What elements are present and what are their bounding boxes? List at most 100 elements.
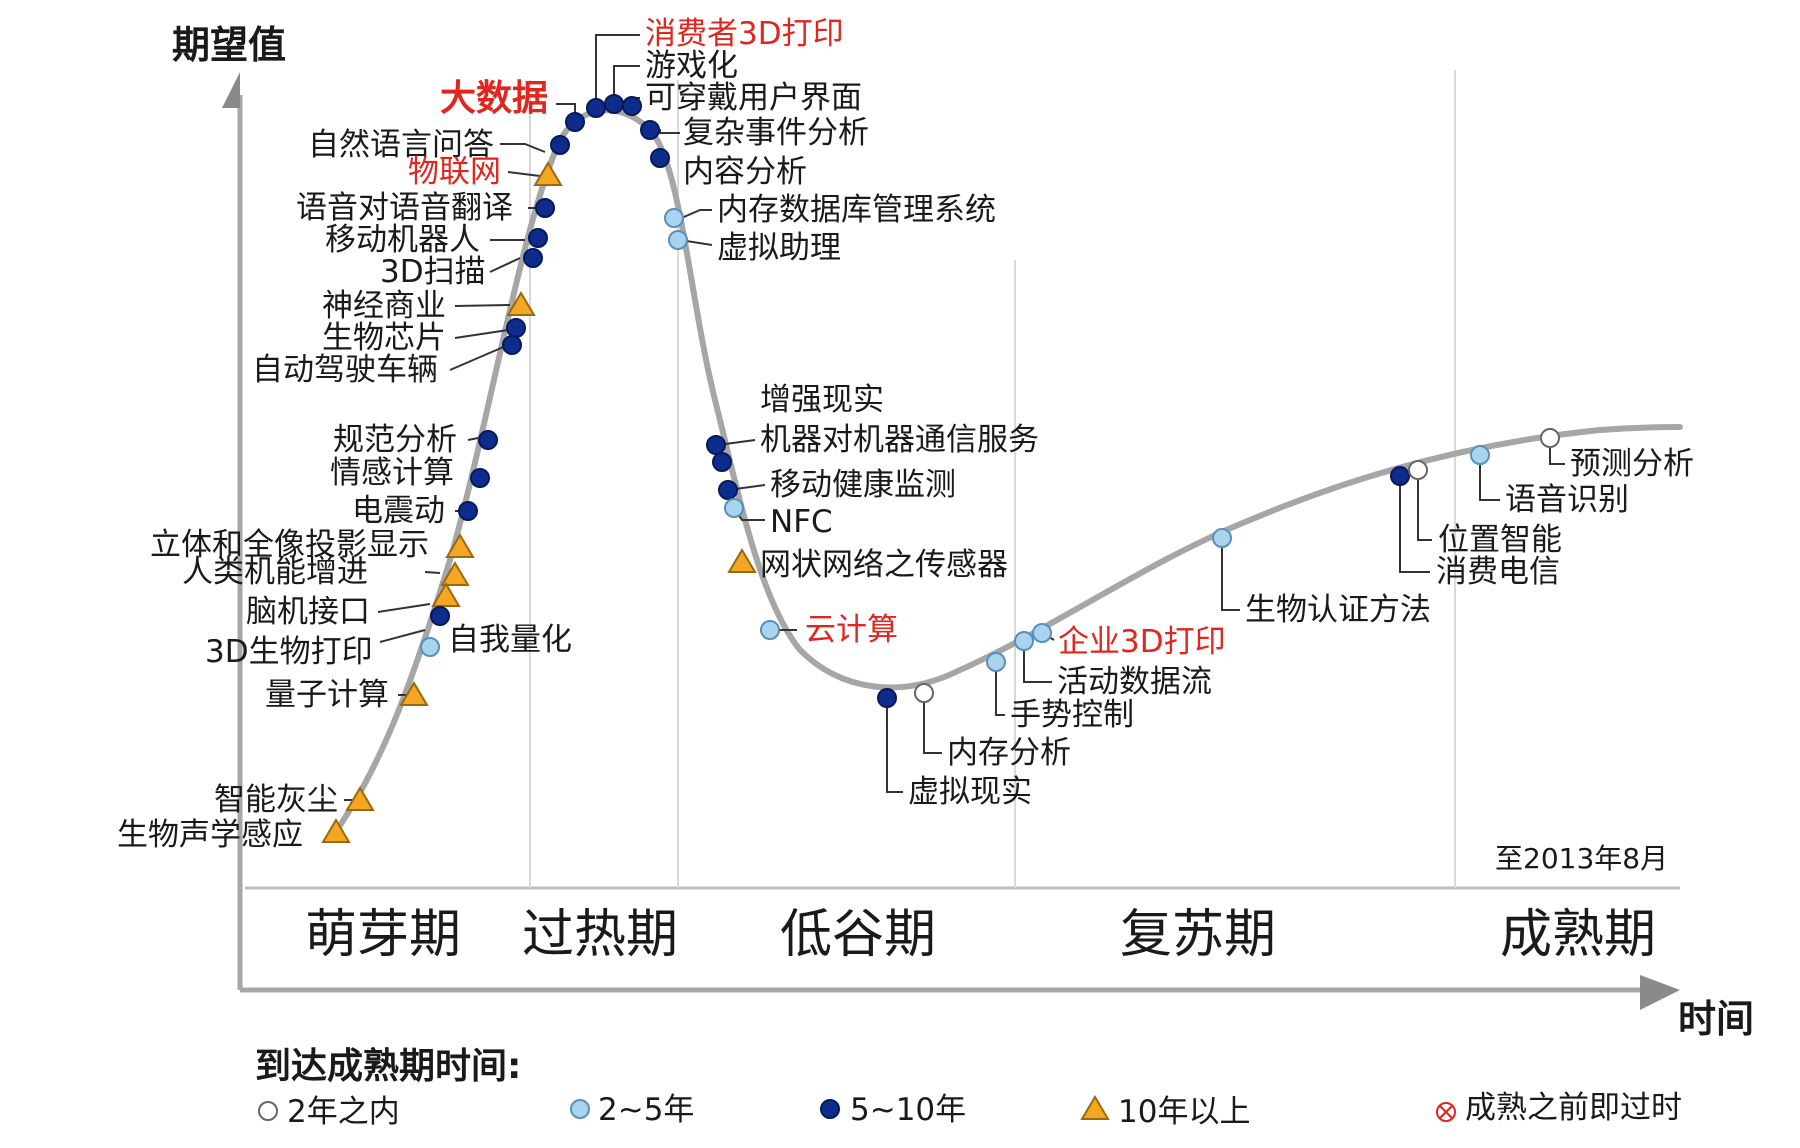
- phase-label-slope: 复苏期: [1120, 905, 1276, 965]
- tech-marker-23: [420, 637, 440, 657]
- legend-markers: [258, 1095, 1456, 1122]
- tech-label-neurobusiness: 神经商业: [322, 288, 446, 324]
- tech-label-smart-dust: 智能灰尘: [214, 782, 338, 818]
- leader-3d-bioprint: [379, 629, 426, 643]
- legend-marker-lt2: [258, 1101, 278, 1121]
- tech-marker-6: [668, 230, 688, 250]
- legend: 到达成熟期时间: 2年之内 2~5年 5~10年 10年以上 成熟之前即过时: [255, 1046, 1682, 1130]
- leader-bci: [377, 603, 431, 613]
- tech-marker-38: [1212, 528, 1232, 548]
- tech-label-content-analytics: 内容分析: [683, 154, 807, 190]
- tech-marker-8: [550, 135, 570, 155]
- legend-title: 到达成熟期时间:: [255, 1046, 521, 1087]
- tech-marker-35: [986, 652, 1006, 672]
- tech-marker-18: [458, 501, 478, 521]
- legend-marker-2to5: [570, 1099, 590, 1119]
- legend-label-gt10: 10年以上: [1118, 1094, 1250, 1130]
- tech-label-galvanic: 电震动: [352, 493, 445, 529]
- tech-label-biochips: 生物芯片: [322, 320, 446, 356]
- leader-consumer-3d-printing: [595, 34, 640, 108]
- leader-autonomous: [449, 344, 509, 371]
- tech-label-mesh-sensors: 网状网络之传感器: [760, 547, 1008, 583]
- as-of-date: 至2013年8月: [1495, 842, 1668, 875]
- tech-label-mobile-robots: 移动机器人: [325, 222, 480, 258]
- tech-label-bci: 脑机接口: [246, 594, 370, 630]
- technology-labels: 消费者3D打印 游戏化 可穿戴用户界面 复杂事件分析 内容分析 内存数据库管理系…: [117, 16, 1694, 853]
- tech-marker-39: [1390, 466, 1410, 486]
- tech-marker-26: [321, 818, 351, 843]
- axes: [222, 70, 1680, 1010]
- tech-marker-27: [706, 435, 726, 455]
- tech-marker-30: [724, 498, 744, 518]
- tech-label-predictive: 预测分析: [1570, 446, 1694, 482]
- tech-label-m2m: 机器对机器通信服务: [760, 422, 1039, 458]
- tech-label-virtual-reality: 虚拟现实: [908, 774, 1032, 810]
- tech-marker-17: [470, 468, 490, 488]
- tech-marker-5: [664, 208, 684, 228]
- technology-markers: [321, 94, 1560, 843]
- tech-label-consumer-3d-printing: 消费者3D打印: [645, 16, 844, 52]
- tech-marker-37: [1032, 623, 1052, 643]
- tech-label-consumer-telematics: 消费电信: [1436, 554, 1560, 590]
- leader-3d-scan: [489, 257, 521, 273]
- tech-marker-21: [431, 582, 461, 607]
- leader-biometric: [1221, 538, 1240, 611]
- tech-label-cloud: 云计算: [805, 612, 898, 648]
- tech-label-mhealth: 移动健康监测: [770, 467, 956, 503]
- leader-lines: [344, 34, 1565, 801]
- tech-marker-36: [1014, 631, 1034, 651]
- leader-iot: [507, 171, 541, 177]
- tech-marker-3: [640, 120, 660, 140]
- tech-label-nfc: NFC: [770, 504, 833, 540]
- tech-marker-32: [760, 620, 780, 640]
- tech-label-activity-streams: 活动数据流: [1057, 664, 1212, 700]
- tech-label-complex-event: 复杂事件分析: [683, 115, 869, 151]
- tech-marker-15: [502, 335, 522, 355]
- tech-label-location-intel: 位置智能: [1438, 522, 1562, 558]
- tech-marker-28: [712, 452, 732, 472]
- tech-label-gamification: 游戏化: [645, 48, 738, 84]
- tech-marker-10: [535, 198, 555, 218]
- tech-marker-20: [440, 561, 470, 586]
- tech-marker-29: [718, 480, 738, 500]
- tech-marker-14: [506, 318, 526, 338]
- tech-marker-25: [345, 786, 375, 811]
- tech-marker-9: [533, 161, 563, 186]
- tech-label-affective: 情感计算: [330, 455, 454, 491]
- legend-label-obsolete: 成熟之前即过时: [1465, 1090, 1682, 1126]
- tech-label-in-memory-dbms: 内存数据库管理系统: [717, 192, 996, 228]
- tech-label-in-memory-analytics: 内存分析: [947, 735, 1071, 771]
- tech-marker-1: [604, 94, 624, 114]
- tech-label-virtual-assistant: 虚拟助理: [717, 230, 841, 266]
- legend-marker-gt10: [1080, 1095, 1110, 1120]
- tech-label-quantum: 量子计算: [265, 677, 389, 713]
- tech-marker-0: [586, 98, 606, 118]
- leader-in-memory-analytics: [923, 693, 942, 754]
- leader-virtual-reality: [886, 700, 903, 793]
- leader-speech-recognition: [1479, 455, 1500, 501]
- phase-label-peak: 过热期: [522, 905, 678, 965]
- tech-label-3d-scan: 3D扫描: [380, 254, 486, 290]
- leader-neurobusiness: [454, 304, 511, 307]
- tech-label-human-aug: 人类机能增进: [182, 554, 368, 590]
- tech-label-prescriptive: 规范分析: [333, 422, 457, 458]
- y-axis-arrow: [222, 72, 240, 108]
- legend-label-lt2: 2年之内: [287, 1094, 400, 1130]
- tech-label-gesture: 手势控制: [1010, 697, 1134, 733]
- tech-label-bioacoustic: 生物声学感应: [117, 817, 303, 853]
- tech-marker-24: [399, 681, 429, 706]
- tech-marker-13: [506, 291, 536, 316]
- x-axis-arrow: [1640, 975, 1680, 1010]
- legend-marker-obsolete: [1436, 1102, 1456, 1122]
- tech-label-wearable-ui: 可穿戴用户界面: [645, 80, 862, 116]
- tech-label-iot: 物联网: [408, 154, 501, 190]
- leader-nlqa: [500, 143, 546, 153]
- tech-label-enterprise-3d: 企业3D打印: [1058, 624, 1226, 660]
- tech-label-quantified-self: 自我量化: [448, 622, 572, 658]
- tech-label-autonomous: 自动驾驶车辆: [252, 352, 438, 388]
- tech-marker-33: [877, 688, 897, 708]
- tech-marker-42: [1540, 428, 1560, 448]
- leader-consumer-telematics: [1399, 476, 1430, 573]
- leader-biochips: [454, 329, 509, 339]
